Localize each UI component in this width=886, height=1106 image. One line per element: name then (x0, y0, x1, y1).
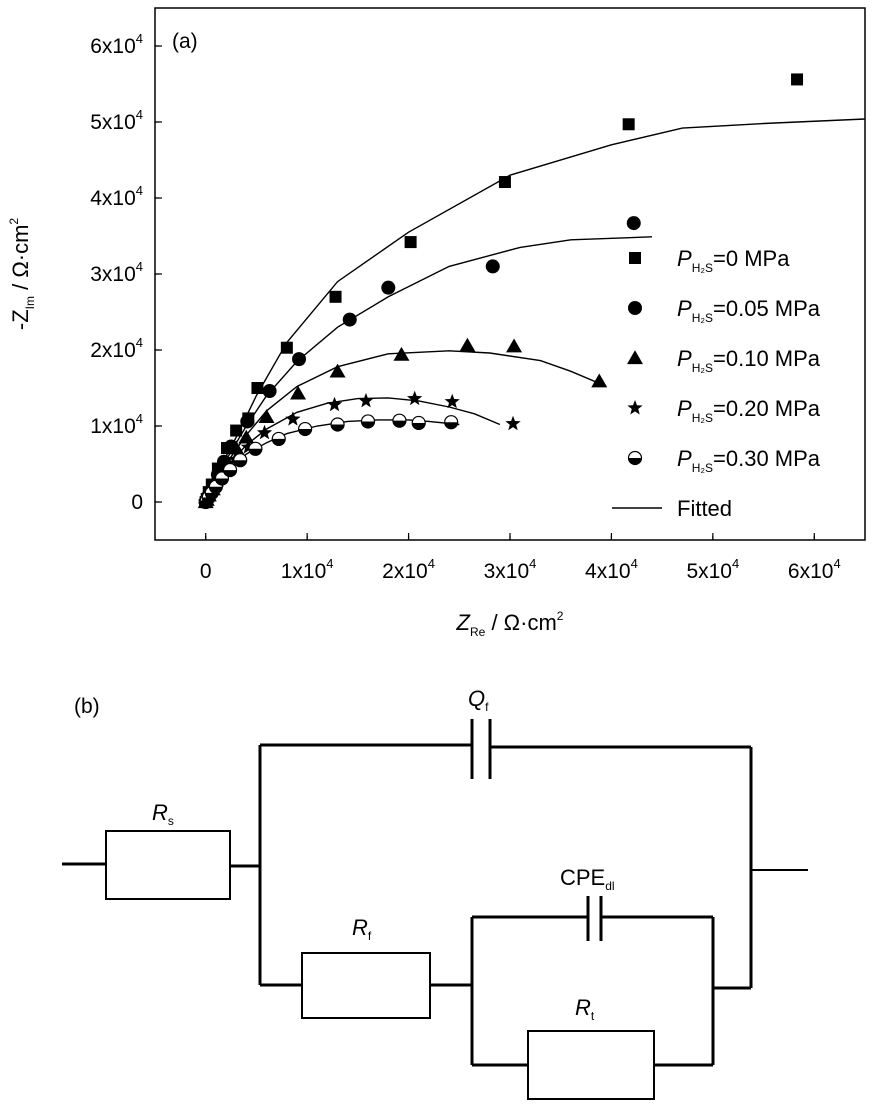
y-tick-label: 2x104 (90, 335, 143, 362)
data-point-series-1 (626, 216, 641, 231)
legend-marker-series-3 (627, 400, 643, 415)
panel-label-b: (b) (74, 695, 100, 718)
x-tick-label: 4x104 (585, 556, 638, 583)
resistor-rs (105, 830, 231, 900)
data-point-series-1 (292, 352, 307, 367)
label-rt: Rt (575, 995, 595, 1023)
y-tick-label: 1x104 (90, 411, 143, 438)
data-point-series-2 (290, 385, 307, 400)
data-point-series-0 (251, 382, 264, 394)
data-point-series-2 (258, 409, 275, 424)
data-point-series-1 (381, 280, 396, 295)
data-point-series-3 (326, 396, 343, 412)
y-tick-label: 3x104 (90, 259, 143, 286)
data-point-series-3 (407, 390, 423, 406)
x-tick-label: 6x104 (788, 556, 841, 583)
data-point-series-0 (329, 290, 342, 303)
y-tick-label: 5x104 (90, 107, 143, 134)
x-axis-ticks: 0 1x104 2x104 3x104 4x104 5x104 6x104 (200, 533, 841, 583)
resistor-rt (527, 1030, 655, 1100)
legend-marker-series-1 (628, 301, 642, 315)
data-point-series-0 (622, 118, 635, 131)
legend-fitted-label: Fitted (677, 496, 732, 521)
data-point-series-1 (485, 259, 500, 274)
x-tick-label: 2x104 (382, 556, 435, 583)
data-point-series-0 (230, 424, 243, 437)
y-axis-ticks: 0 1x104 2x104 3x104 4x104 5x104 6x104 (90, 31, 162, 514)
data-point-series-2 (238, 429, 255, 444)
legend-label-series-4: PH₂S=0.30 MPa (677, 446, 821, 475)
x-tick-label: 5x104 (686, 556, 739, 583)
data-point-series-0 (280, 341, 293, 354)
data-point-series-3 (256, 424, 273, 440)
legend-label-series-0: PH₂S=0 MPa (677, 246, 790, 275)
fit-curve-series-3 (205, 397, 501, 503)
y-tick-label: 4x104 (90, 183, 143, 210)
data-point-series-0 (404, 236, 417, 249)
label-rf: Rf (352, 915, 372, 943)
data-point-series-4 (271, 431, 286, 447)
data-point-series-4 (360, 414, 376, 429)
resistor-rf (301, 952, 431, 1019)
legend-marker-series-0 (629, 252, 641, 264)
data-point-series-0 (791, 73, 804, 86)
data-point-series-2 (459, 337, 476, 352)
data-point-series-1 (342, 312, 357, 327)
y-axis-title: -ZIm / Ω·cm2 (7, 218, 37, 331)
data-point-series-3 (444, 393, 460, 409)
y-tick-label: 6x104 (90, 31, 143, 58)
x-tick-label: 3x104 (484, 556, 537, 583)
data-point-series-0 (498, 176, 511, 189)
panel-label-a: (a) (172, 30, 198, 53)
data-point-series-4 (222, 462, 238, 478)
data-point-series-4 (233, 453, 248, 468)
legend-label-series-2: PH₂S=0.10 MPa (677, 346, 821, 375)
data-point-series-2 (228, 440, 245, 455)
legend: PH₂S=0 MPa PH₂S=0.05 MPa PH₂S=0.10 MPa PH₂S… (612, 246, 821, 521)
equivalent-circuit: (b) Rs Qf Rf CPEdl Rt (62, 686, 808, 1100)
data-point-series-1 (262, 384, 277, 399)
data-point-series-3 (505, 415, 521, 431)
label-qf: Qf (468, 686, 489, 714)
data-point-series-3 (285, 411, 301, 426)
x-tick-label: 0 (200, 560, 212, 583)
label-rs: Rs (152, 800, 174, 828)
data-point-series-2 (393, 346, 410, 361)
x-axis-title: ZRe / Ω·cm2 (456, 609, 564, 639)
data-point-series-2 (329, 363, 346, 378)
data-point-series-2 (506, 338, 523, 353)
legend-label-series-1: PH₂S=0.05 MPa (677, 296, 821, 325)
y-tick-label: 0 (131, 491, 143, 514)
data-point-series-4 (411, 415, 426, 431)
data-point-series-4 (330, 417, 345, 432)
data-point-series-4 (392, 413, 407, 428)
data-point-series-3 (358, 392, 374, 408)
data-point-series-1 (240, 414, 255, 429)
nyquist-chart: (a) 0 1x104 2x104 3x104 4x104 5x104 6x104 0 1x1… (7, 7, 866, 639)
legend-label-series-3: PH₂S=0.20 MPa (677, 396, 821, 425)
data-point-series-4 (298, 421, 313, 437)
data-markers (197, 73, 804, 510)
data-point-series-4 (444, 415, 459, 430)
fit-curve-series-1 (205, 236, 653, 503)
label-cpe-dl: CPEdl (560, 865, 615, 893)
legend-marker-series-2 (627, 350, 643, 365)
data-point-series-2 (591, 373, 608, 388)
x-tick-label: 1x104 (281, 556, 334, 583)
data-point-series-4 (248, 441, 263, 456)
legend-marker-series-4 (627, 450, 643, 466)
data-point-series-3 (240, 439, 256, 454)
